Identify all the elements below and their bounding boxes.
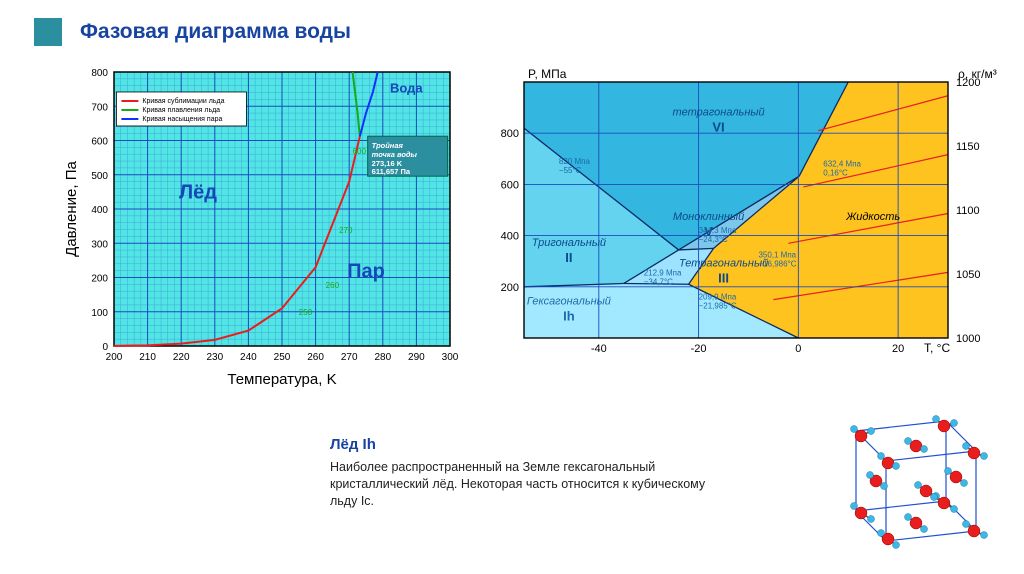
svg-text:230: 230: [206, 352, 223, 363]
svg-text:Кривая насыщения пара: Кривая насыщения пара: [142, 116, 222, 123]
svg-text:Моноклинный: Моноклинный: [673, 211, 744, 223]
svg-text:220: 220: [173, 352, 190, 363]
svg-text:−21,985°C: −21,985°C: [699, 302, 737, 311]
svg-text:600: 600: [501, 179, 519, 191]
svg-text:250: 250: [274, 352, 291, 363]
svg-text:тетрагональный: тетрагональный: [672, 106, 764, 118]
svg-text:632,4 Mпа: 632,4 Mпа: [823, 159, 861, 168]
svg-text:210: 210: [139, 352, 156, 363]
footer-text-block: Лёд Ih Наиболее распространенный на Земл…: [330, 436, 730, 510]
svg-text:1150: 1150: [956, 141, 980, 153]
svg-text:344,3 Mпа: 344,3 Mпа: [699, 226, 737, 235]
svg-text:0,16°C: 0,16°C: [823, 168, 848, 177]
svg-text:300: 300: [91, 239, 108, 250]
svg-text:260: 260: [326, 281, 340, 290]
chart1-container: 200 210 220 230 240 250 260 270 280 290 300 100 200 3…: [60, 64, 460, 399]
svg-text:400: 400: [501, 231, 519, 243]
svg-text:1050: 1050: [956, 269, 980, 281]
phase-diagram-low-p: 200 210 220 230 240 250 260 270 280 290 300 100 200 3…: [60, 64, 460, 394]
svg-text:P, МПа: P, МПа: [528, 67, 567, 81]
svg-text:209,9 Mпа: 209,9 Mпа: [699, 293, 737, 302]
ice-lattice-icon: [826, 401, 996, 551]
charts-row: 2002102202302402502602702802903001002003…: [0, 52, 1024, 399]
svg-text:212,9 Mпа: 212,9 Mпа: [644, 268, 682, 277]
svg-text:200: 200: [106, 352, 123, 363]
svg-text:-20: -20: [691, 343, 707, 355]
svg-text:Кривая плавления льда: Кривая плавления льда: [142, 107, 220, 114]
svg-text:Гексагональный: Гексагональный: [527, 296, 611, 308]
svg-text:600: 600: [91, 137, 108, 148]
molecule-structure: [826, 401, 996, 556]
svg-text:1100: 1100: [956, 205, 980, 217]
svg-text:800: 800: [91, 68, 108, 79]
svg-text:ρ, кг/м³: ρ, кг/м³: [958, 67, 997, 81]
page-title: Фазовая диаграмма воды: [80, 20, 351, 44]
svg-text:350,1 Mпа: 350,1 Mпа: [758, 250, 796, 259]
phase-diagram-high-p: -40-200202004006008001000105011001150120…: [484, 64, 1004, 364]
svg-text:250: 250: [299, 308, 313, 317]
header-icon: [34, 18, 62, 46]
svg-text:100: 100: [91, 308, 108, 319]
svg-text:280: 280: [374, 352, 391, 363]
svg-text:Пар: Пар: [347, 261, 385, 283]
svg-text:Ih: Ih: [563, 309, 575, 324]
svg-text:700: 700: [91, 102, 108, 113]
svg-text:500: 500: [91, 171, 108, 182]
svg-text:−16,986°C: −16,986°C: [758, 259, 796, 268]
svg-text:III: III: [718, 270, 729, 285]
svg-text:T, °C: T, °C: [924, 341, 950, 355]
svg-text:Тройная: Тройная: [372, 141, 404, 150]
svg-text:II: II: [565, 250, 572, 265]
svg-text:Лёд: Лёд: [179, 182, 217, 204]
svg-text:611,657 Па: 611,657 Па: [372, 167, 411, 176]
svg-text:270: 270: [341, 352, 358, 363]
svg-text:820 Mпа: 820 Mпа: [559, 157, 591, 166]
svg-text:Давление, Па: Давление, Па: [63, 161, 80, 257]
svg-text:300: 300: [442, 352, 459, 363]
svg-text:−55°C: −55°C: [559, 166, 582, 175]
svg-text:Тетрагональный: Тетрагональный: [679, 257, 768, 269]
svg-text:800: 800: [501, 128, 519, 140]
svg-text:1000: 1000: [956, 333, 980, 345]
svg-text:0: 0: [795, 343, 801, 355]
svg-text:−24,3°C: −24,3°C: [699, 235, 728, 244]
svg-text:400: 400: [91, 205, 108, 216]
footer-body: Наиболее распространенный на Земле гекса…: [330, 459, 730, 510]
svg-text:270: 270: [339, 226, 353, 235]
svg-text:260: 260: [307, 352, 324, 363]
footer-title: Лёд Ih: [330, 436, 730, 453]
svg-text:−34,7°C: −34,7°C: [644, 277, 673, 286]
svg-text:290: 290: [408, 352, 425, 363]
svg-text:точка воды: точка воды: [372, 150, 418, 159]
svg-text:200: 200: [501, 282, 519, 294]
svg-text:Вода: Вода: [390, 81, 423, 96]
svg-text:0: 0: [102, 342, 108, 353]
svg-text:Тригональный: Тригональный: [532, 237, 606, 249]
svg-text:20: 20: [892, 343, 904, 355]
page-header: Фазовая диаграмма воды: [0, 0, 1024, 52]
svg-text:Температура, K: Температура, K: [227, 371, 336, 388]
svg-text:Жидкость: Жидкость: [845, 211, 900, 223]
svg-text:Кривая сублимации льда: Кривая сублимации льда: [142, 97, 224, 105]
svg-text:200: 200: [91, 274, 108, 285]
chart2-container: -40-200202004006008001000105011001150120…: [484, 64, 1004, 399]
svg-text:VI: VI: [712, 119, 724, 134]
svg-text:240: 240: [240, 352, 257, 363]
svg-text:600: 600: [353, 147, 367, 156]
svg-text:-40: -40: [591, 343, 607, 355]
